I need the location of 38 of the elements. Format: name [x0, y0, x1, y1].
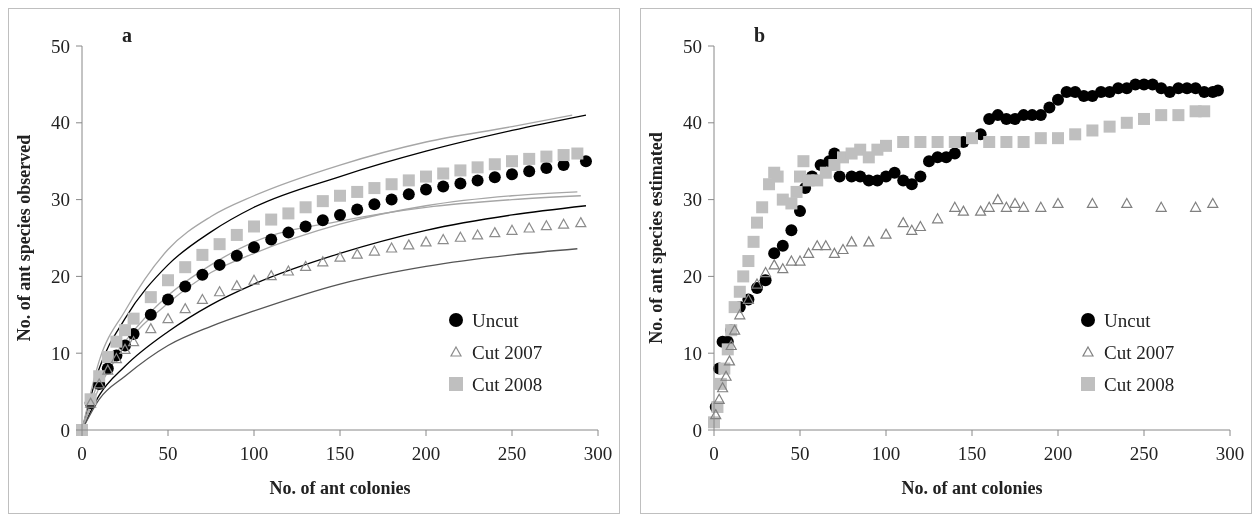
y-tick-label: 0	[692, 419, 702, 441]
x-tick-label: 250	[1129, 443, 1159, 464]
x-tick-label: 50	[158, 443, 178, 464]
x-tick-label: 150	[325, 443, 355, 464]
chart-title: b	[754, 24, 766, 46]
y-tick-label: 30	[683, 189, 702, 211]
legend-label: Cut 2008	[472, 373, 543, 395]
legend-label: Cut 2007	[1104, 341, 1175, 363]
y-axis-title: No. of ant species observed	[14, 134, 34, 342]
legend-label: Uncut	[472, 309, 520, 331]
x-tick-label: 0	[77, 443, 87, 464]
legend-label: Cut 2008	[1104, 373, 1175, 395]
x-tick-label: 0	[709, 443, 719, 464]
y-tick-label: 20	[51, 266, 70, 288]
y-tick-label: 50	[51, 35, 70, 57]
x-tick-label: 300	[1215, 443, 1245, 464]
chart-title: a	[122, 24, 132, 46]
x-tick-label: 150	[957, 443, 987, 464]
x-axis-title: No. of ant colonies	[901, 478, 1043, 498]
y-tick-label: 20	[683, 266, 702, 288]
x-tick-label: 50	[790, 443, 810, 464]
y-tick-label: 40	[51, 112, 70, 134]
legend-label: Uncut	[1104, 309, 1152, 331]
x-tick-label: 300	[583, 443, 613, 464]
y-tick-label: 30	[51, 189, 70, 211]
y-axis-title: No. of ant species estimated	[646, 132, 666, 344]
x-axis-title: No. of ant colonies	[269, 478, 411, 498]
legend-label: Cut 2007	[472, 341, 543, 363]
x-tick-label: 200	[1043, 443, 1073, 464]
y-tick-label: 0	[60, 419, 70, 441]
x-tick-label: 100	[871, 443, 901, 464]
y-tick-label: 50	[683, 35, 702, 57]
x-tick-label: 250	[497, 443, 527, 464]
x-tick-label: 200	[411, 443, 441, 464]
y-tick-label: 10	[683, 342, 702, 364]
y-tick-label: 40	[683, 112, 702, 134]
y-tick-label: 10	[51, 342, 70, 364]
x-tick-label: 100	[239, 443, 269, 464]
